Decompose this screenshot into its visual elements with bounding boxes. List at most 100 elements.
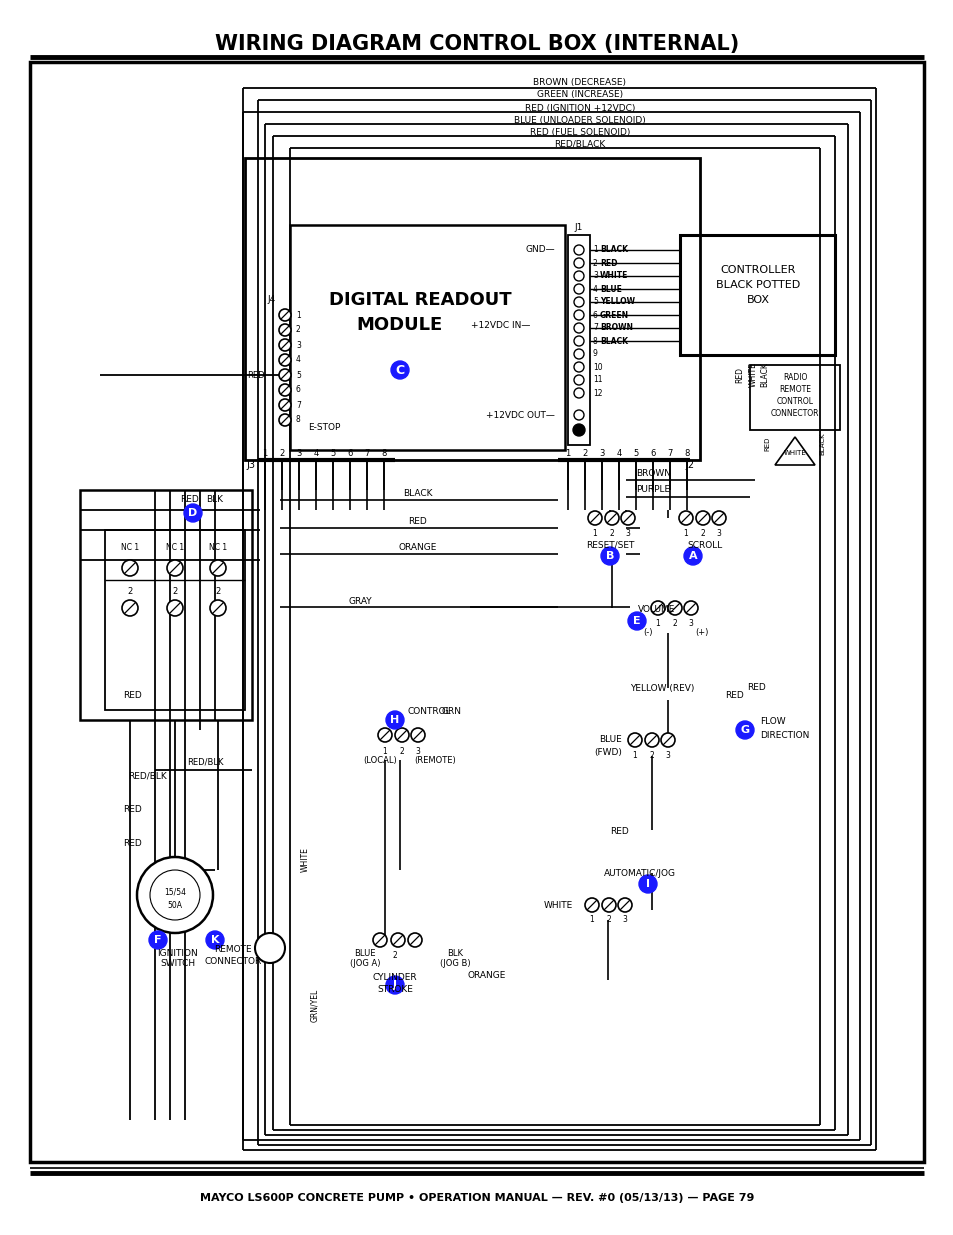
Circle shape (683, 601, 698, 615)
Circle shape (386, 711, 403, 729)
Text: D: D (188, 508, 197, 517)
Text: 10: 10 (593, 363, 602, 372)
Text: RED/BLACK: RED/BLACK (554, 140, 605, 148)
Circle shape (584, 898, 598, 911)
Circle shape (574, 350, 583, 359)
Text: 2: 2 (649, 752, 654, 761)
Text: RED: RED (124, 692, 142, 700)
Text: RED/BLK: RED/BLK (187, 757, 223, 767)
Text: RED: RED (747, 683, 765, 693)
Text: C: C (395, 363, 404, 377)
Text: RESET/SET: RESET/SET (585, 541, 634, 550)
Circle shape (386, 976, 403, 994)
Circle shape (391, 932, 405, 947)
Text: 4: 4 (593, 284, 598, 294)
Circle shape (660, 734, 675, 747)
Circle shape (391, 361, 409, 379)
Text: (LOCAL): (LOCAL) (363, 756, 396, 764)
Text: 5: 5 (330, 448, 335, 457)
Text: BLUE (UNLOADER SOLENOID): BLUE (UNLOADER SOLENOID) (514, 116, 645, 125)
Text: BLACK POTTED: BLACK POTTED (715, 280, 800, 290)
Circle shape (574, 324, 583, 333)
Text: RED: RED (180, 495, 199, 505)
Circle shape (618, 898, 631, 911)
Text: 4: 4 (295, 356, 300, 364)
Text: RED: RED (124, 839, 142, 847)
Text: 1: 1 (565, 448, 570, 457)
Text: RED (IGNITION +12VDC): RED (IGNITION +12VDC) (524, 104, 635, 112)
Text: 2: 2 (593, 258, 598, 268)
Text: RADIO: RADIO (782, 373, 806, 383)
Text: +12VDC OUT—: +12VDC OUT— (486, 410, 555, 420)
Circle shape (574, 388, 583, 398)
Text: MAYCO LS600P CONCRETE PUMP • OPERATION MANUAL — REV. #0 (05/13/13) — PAGE 79: MAYCO LS600P CONCRETE PUMP • OPERATION M… (199, 1193, 754, 1203)
Circle shape (278, 324, 291, 336)
Text: 2: 2 (672, 620, 677, 629)
Circle shape (210, 559, 226, 576)
Text: 2: 2 (399, 746, 404, 756)
Text: RED/BLK: RED/BLK (129, 772, 167, 781)
Text: 3: 3 (665, 752, 670, 761)
Circle shape (620, 511, 635, 525)
Circle shape (644, 734, 659, 747)
Text: SWITCH: SWITCH (160, 960, 195, 968)
Text: GND—: GND— (525, 246, 555, 254)
Text: 6: 6 (650, 448, 655, 457)
Circle shape (667, 601, 681, 615)
Circle shape (600, 547, 618, 564)
Text: ORANGE: ORANGE (398, 543, 436, 552)
Text: CONNECTOR: CONNECTOR (770, 410, 819, 419)
Text: MODULE: MODULE (356, 316, 442, 333)
Text: BLK: BLK (206, 495, 223, 505)
Text: 6: 6 (593, 310, 598, 320)
Text: 1: 1 (262, 448, 268, 457)
Text: WHITE: WHITE (543, 900, 573, 909)
Circle shape (377, 727, 392, 742)
Text: K: K (211, 935, 219, 945)
Text: WHITE: WHITE (300, 847, 309, 872)
Circle shape (167, 600, 183, 616)
Text: 3: 3 (716, 530, 720, 538)
Text: 3: 3 (598, 448, 604, 457)
Text: GRN: GRN (441, 708, 461, 716)
Circle shape (696, 511, 709, 525)
Text: 4: 4 (313, 448, 318, 457)
Text: STROKE: STROKE (376, 986, 413, 994)
Text: 2: 2 (279, 448, 284, 457)
Text: G: G (740, 725, 749, 735)
Text: J: J (393, 981, 396, 990)
Text: BLACK: BLACK (599, 246, 627, 254)
Circle shape (574, 410, 583, 420)
Text: BLACK: BLACK (818, 432, 824, 456)
Circle shape (149, 931, 167, 948)
Text: 3: 3 (622, 915, 627, 925)
Text: 2: 2 (581, 448, 587, 457)
Circle shape (574, 310, 583, 320)
Text: RED: RED (247, 370, 265, 379)
Text: 3: 3 (688, 620, 693, 629)
Text: RED: RED (735, 367, 743, 383)
Text: (REMOTE): (REMOTE) (414, 756, 456, 764)
Text: 1: 1 (655, 620, 659, 629)
Text: F: F (154, 935, 162, 945)
Circle shape (711, 511, 725, 525)
Text: WHITE: WHITE (748, 363, 757, 388)
Circle shape (278, 338, 291, 351)
Circle shape (574, 362, 583, 372)
Circle shape (278, 354, 291, 366)
Circle shape (574, 245, 583, 254)
Circle shape (408, 932, 421, 947)
Text: 2: 2 (700, 530, 704, 538)
Text: WHITE: WHITE (782, 450, 805, 456)
Text: 8: 8 (295, 415, 300, 425)
Text: 8: 8 (593, 336, 598, 346)
Text: 1: 1 (592, 530, 597, 538)
Text: PURPLE: PURPLE (636, 485, 669, 494)
Text: SCROLL: SCROLL (687, 541, 721, 550)
Text: RED: RED (763, 437, 769, 451)
Text: ORANGE: ORANGE (468, 971, 506, 979)
Text: NC 1: NC 1 (209, 543, 227, 552)
Circle shape (122, 559, 138, 576)
Circle shape (587, 511, 601, 525)
Circle shape (150, 869, 200, 920)
